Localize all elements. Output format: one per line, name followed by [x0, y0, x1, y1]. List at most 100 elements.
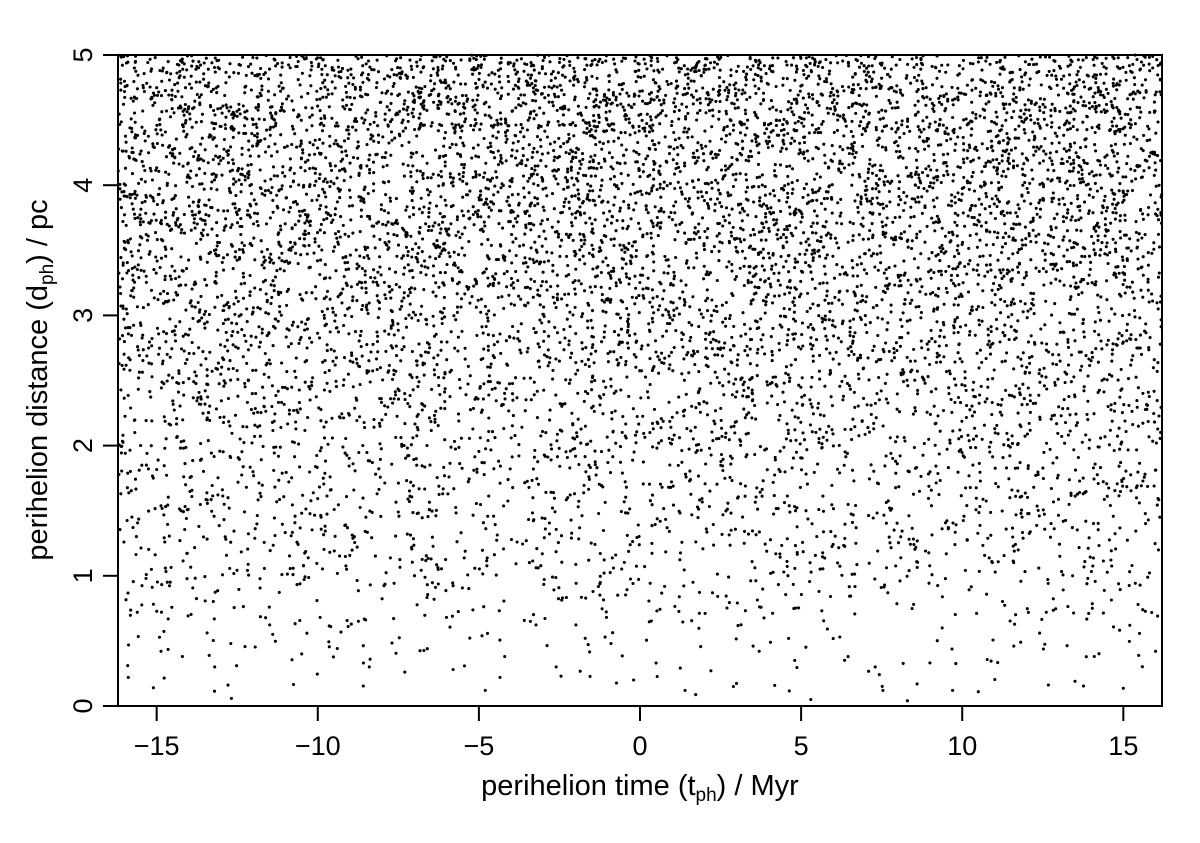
data-point: [926, 174, 930, 178]
data-point: [341, 223, 345, 227]
data-point: [731, 184, 735, 189]
data-point: [241, 55, 245, 59]
data-point: [758, 196, 762, 200]
data-point: [655, 674, 659, 679]
data-point: [772, 512, 776, 516]
data-point: [214, 154, 218, 158]
data-point: [996, 432, 1000, 436]
data-point: [897, 194, 901, 199]
data-point: [271, 344, 275, 348]
data-point: [994, 94, 998, 98]
data-point: [889, 546, 893, 550]
data-point: [478, 436, 482, 440]
data-point: [1100, 211, 1104, 215]
data-point: [227, 506, 231, 510]
data-point: [591, 267, 595, 271]
data-point: [1023, 180, 1027, 185]
data-point: [445, 112, 449, 116]
data-point: [545, 250, 549, 254]
data-point: [310, 291, 314, 295]
data-point: [1087, 209, 1091, 213]
data-point: [1049, 125, 1054, 129]
data-point: [297, 183, 301, 187]
data-point: [461, 174, 465, 179]
data-point: [462, 664, 467, 668]
data-point: [749, 299, 753, 303]
data-point: [503, 654, 507, 659]
data-point: [504, 140, 508, 144]
data-point: [759, 317, 763, 321]
data-point: [1043, 642, 1047, 646]
data-point: [477, 71, 481, 75]
data-point: [384, 223, 388, 227]
data-point: [194, 173, 198, 177]
data-point: [184, 308, 188, 312]
data-point: [1082, 80, 1086, 84]
data-point: [640, 118, 644, 122]
data-point: [629, 261, 633, 266]
data-point: [576, 391, 580, 395]
data-point: [1132, 76, 1136, 80]
data-point: [872, 469, 876, 473]
data-point: [697, 370, 701, 374]
data-point: [661, 334, 665, 338]
data-point: [279, 313, 283, 317]
data-point: [129, 333, 134, 337]
data-point: [222, 137, 226, 142]
data-point: [884, 223, 888, 227]
data-point: [1087, 193, 1091, 197]
data-point: [381, 165, 385, 169]
data-point: [1098, 173, 1102, 177]
data-point: [1002, 443, 1006, 447]
data-point: [1145, 139, 1149, 143]
data-point: [214, 144, 219, 148]
data-point: [118, 197, 122, 201]
data-point: [816, 131, 820, 135]
data-point: [150, 585, 154, 589]
data-point: [271, 428, 275, 433]
data-point: [441, 492, 445, 496]
data-point: [931, 107, 935, 111]
data-point: [141, 164, 145, 168]
data-point: [1126, 246, 1130, 250]
data-point: [586, 319, 590, 323]
data-point: [938, 334, 942, 338]
data-point: [230, 244, 234, 248]
data-point: [1032, 63, 1036, 67]
data-point: [622, 500, 626, 504]
data-point: [905, 378, 909, 382]
data-point: [625, 588, 629, 592]
data-point: [486, 316, 490, 320]
data-point: [683, 231, 687, 235]
data-point: [331, 359, 335, 363]
data-point: [302, 577, 306, 582]
data-point: [757, 185, 761, 189]
data-point: [293, 132, 297, 136]
data-point: [780, 325, 784, 329]
data-point: [965, 272, 969, 276]
data-point: [174, 276, 178, 281]
data-point: [653, 147, 658, 151]
data-point: [573, 287, 577, 291]
data-point: [970, 404, 974, 408]
data-point: [899, 232, 903, 236]
data-point: [713, 209, 717, 213]
data-point: [1102, 497, 1106, 501]
data-point: [1156, 73, 1160, 77]
data-point: [352, 535, 356, 539]
data-point: [343, 451, 347, 455]
data-point: [224, 537, 228, 541]
data-point: [598, 188, 602, 192]
data-point: [864, 109, 868, 113]
data-point: [148, 166, 152, 170]
data-point: [374, 111, 378, 115]
data-point: [296, 59, 300, 64]
data-point: [296, 325, 300, 329]
data-point: [1134, 496, 1139, 500]
data-point: [846, 502, 850, 506]
data-point: [680, 220, 684, 225]
data-point: [759, 79, 763, 83]
data-point: [268, 260, 272, 264]
data-point: [798, 148, 802, 152]
data-point: [623, 434, 627, 438]
